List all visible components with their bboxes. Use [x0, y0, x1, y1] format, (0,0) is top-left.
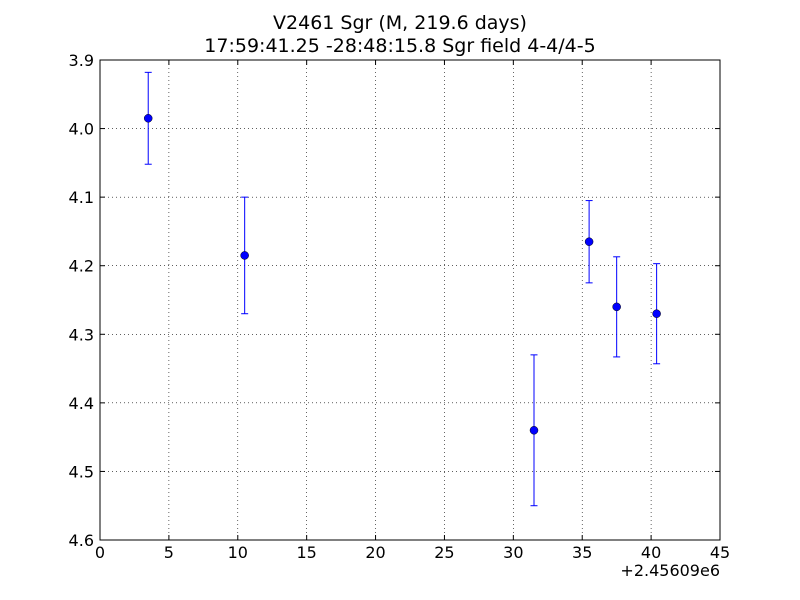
x-tick-label: 25 — [434, 543, 454, 562]
data-point — [143, 114, 153, 123]
x-tick-label: 45 — [710, 543, 730, 562]
x-tick-label: 35 — [572, 543, 592, 562]
x-offset-label: +2.45609e6 — [620, 561, 720, 580]
x-tick-label: 10 — [228, 543, 248, 562]
data-point — [529, 426, 539, 435]
y-tick-label: 4.3 — [69, 325, 94, 344]
y-tick-label: 4.2 — [69, 257, 94, 276]
data-point — [584, 237, 594, 246]
y-tick-label: 4.6 — [69, 531, 94, 550]
y-tick-label: 4.0 — [69, 120, 94, 139]
y-tick-label: 3.9 — [69, 51, 94, 70]
x-tick-label: 0 — [95, 543, 105, 562]
x-tick-label: 5 — [164, 543, 174, 562]
y-tick-label: 4.5 — [69, 462, 94, 481]
y-tick-label: 4.4 — [69, 394, 94, 413]
chart-title: V2461 Sgr (M, 219.6 days) — [273, 12, 527, 34]
x-tick-label: 20 — [365, 543, 385, 562]
x-tick-label: 40 — [641, 543, 661, 562]
axes-frame — [99, 59, 721, 541]
y-tick-label: 4.1 — [69, 188, 94, 207]
x-tick-label: 30 — [503, 543, 523, 562]
x-tick-label: 15 — [296, 543, 316, 562]
data-point — [240, 251, 249, 260]
data-point — [612, 302, 621, 312]
data-point — [652, 309, 661, 318]
chart-subtitle: 17:59:41.25 -28:48:15.8 Sgr field 4-4/4-… — [204, 35, 596, 57]
